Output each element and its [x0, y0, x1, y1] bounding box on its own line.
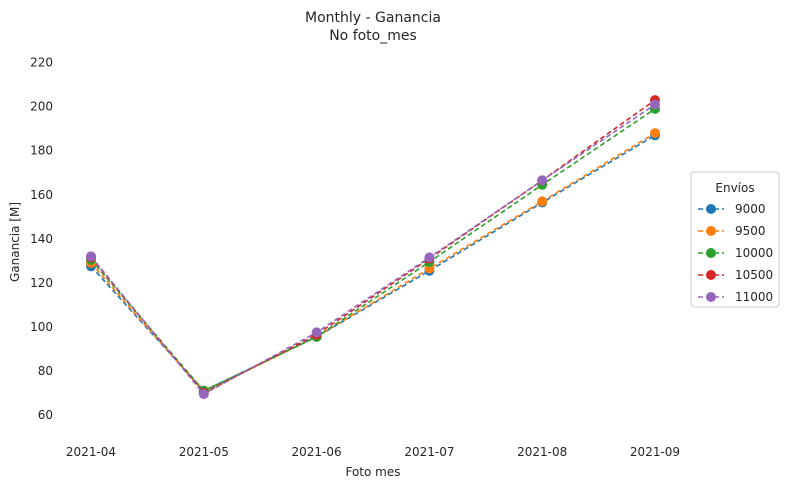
series-layer	[86, 95, 660, 400]
y-tick-label: 160	[30, 188, 53, 202]
legend-title: Envíos	[715, 181, 754, 195]
legend-marker	[706, 270, 716, 280]
y-tick-label: 180	[30, 144, 53, 158]
y-axis-label: Ganancia [M]	[8, 202, 22, 282]
data-point	[311, 327, 322, 338]
legend-label: 9500	[735, 224, 766, 238]
y-tick-label: 60	[38, 408, 53, 422]
x-axis-ticks: 2021-04 2021-05 2021-06 2021-07 2021-08 2021-…	[66, 445, 680, 459]
series-11000	[86, 99, 660, 400]
y-tick-label: 120	[30, 276, 53, 290]
legend-item: 9500	[698, 224, 766, 238]
chart-title: Monthly - Ganancia	[305, 10, 441, 26]
chart-subtitle: No foto_mes	[329, 28, 417, 44]
legend-item: 10500	[698, 268, 773, 282]
data-point	[537, 196, 548, 207]
legend-label: 11000	[735, 290, 773, 304]
x-tick-label: 2021-07	[404, 445, 454, 459]
y-tick-label: 220	[30, 56, 53, 70]
y-tick-label: 80	[38, 364, 53, 378]
x-axis-label: Foto mes	[345, 465, 400, 479]
y-tick-label: 200	[30, 100, 53, 114]
legend-item: 10000	[698, 246, 773, 260]
data-point	[650, 99, 660, 110]
y-axis-ticks: 60 80 100 120 140 160 180 200 220	[30, 56, 53, 422]
x-tick-label: 2021-05	[179, 445, 229, 459]
x-tick-label: 2021-04	[66, 445, 116, 459]
data-point	[650, 128, 660, 139]
data-point	[537, 175, 548, 186]
series-line	[90, 108, 656, 392]
y-tick-label: 100	[30, 320, 53, 334]
legend-item: 9000	[698, 202, 766, 216]
legend-marker	[706, 248, 716, 258]
legend-item: 11000	[698, 290, 773, 304]
data-point	[424, 252, 435, 263]
legend-marker	[706, 292, 716, 302]
legend-items: 9000 9500 10000 10500 11000	[698, 202, 773, 304]
legend-label: 9000	[735, 202, 766, 216]
series-line	[90, 103, 656, 396]
legend[interactable]: Envíos 9000 9500 10000 10500 11000	[690, 171, 780, 308]
legend-marker	[706, 226, 716, 236]
data-point	[86, 251, 96, 262]
x-tick-label: 2021-09	[630, 445, 680, 459]
legend-label: 10000	[735, 246, 773, 260]
data-point	[198, 389, 209, 400]
x-tick-label: 2021-08	[517, 445, 567, 459]
legend-label: 10500	[735, 268, 773, 282]
series-line	[90, 132, 656, 393]
legend-marker	[706, 204, 716, 214]
x-tick-label: 2021-06	[292, 445, 342, 459]
y-tick-label: 140	[30, 232, 53, 246]
